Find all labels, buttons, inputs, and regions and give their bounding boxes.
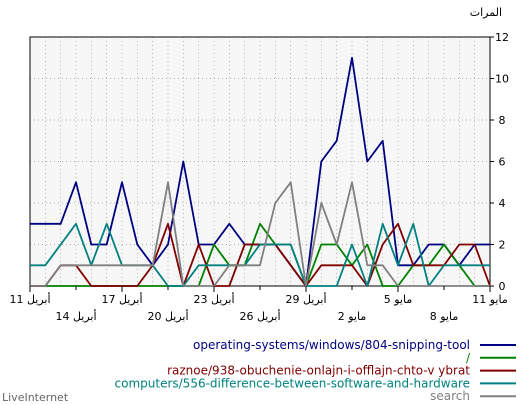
x-tick-label: 14 أبريل [55, 309, 96, 323]
x-tick-label: 29 أبريل [285, 292, 326, 306]
grid [29, 36, 491, 287]
x-tick-label: 17 أبريل [101, 292, 142, 306]
series-line-5 [30, 181, 490, 287]
y-tick-label: 6 [499, 156, 506, 169]
legend: operating-systems/windows/804-snipping-t… [115, 338, 516, 403]
series-lines [30, 56, 491, 287]
y-tick-label: 2 [499, 239, 506, 252]
y-tick-label: 12 [495, 31, 509, 44]
y-axis-title: المرات [470, 6, 502, 19]
y-tick-label: 8 [499, 114, 506, 127]
x-tick-label: 8 مايو [430, 310, 459, 323]
y-tick-label: 0 [499, 280, 506, 293]
x-tick-label: 11 أبريل [9, 292, 50, 306]
x-tick-label: 2 مايو [338, 310, 367, 323]
x-tick-label: 26 أبريل [239, 309, 280, 323]
y-tick-label: 4 [499, 197, 506, 210]
x-tick-label: 23 أبريل [193, 292, 234, 306]
legend-label-2: / [466, 351, 471, 365]
y-tick-label: 10 [495, 73, 509, 86]
series-line-4 [30, 222, 490, 287]
brand-label: LiveInternet [2, 391, 69, 404]
legend-label-5: search [430, 389, 470, 403]
x-tick-label: 11 مايو [472, 293, 508, 306]
legend-label-4: computers/556-difference-between-softwar… [115, 376, 470, 390]
y-axis-ticks: 0 2 4 6 8 10 12 [490, 31, 509, 293]
legend-label-1: operating-systems/windows/804-snipping-t… [193, 338, 470, 352]
legend-label-3: raznoe/938-obuchenie-onlajn-i-offlajn-ch… [167, 364, 470, 378]
x-axis-ticks: 11 مايو 5 مايو 29 أبريل 23 أبريل 17 أبريل 11 … [9, 286, 508, 323]
x-tick-label: 5 مايو [384, 293, 413, 306]
x-tick-label: 20 أبريل [147, 309, 188, 323]
